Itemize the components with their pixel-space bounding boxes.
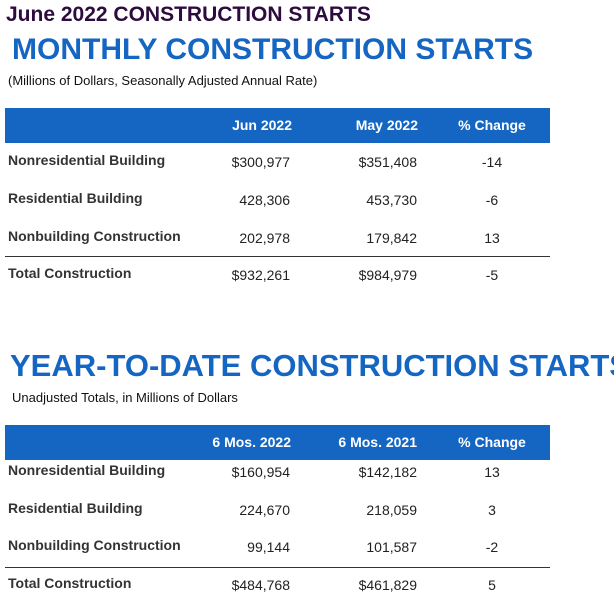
value-cell: 453,730: [366, 192, 417, 208]
value-cell: 101,587: [366, 539, 417, 555]
column-header: 6 Mos. 2022: [212, 434, 291, 450]
table-header-bar: [5, 108, 550, 143]
row-label: Nonresidential Building: [8, 462, 166, 478]
change-cell: -14: [481, 154, 503, 170]
value-cell: $300,977: [231, 154, 290, 170]
section-heading: YEAR-TO-DATE CONSTRUCTION STARTS: [10, 348, 614, 383]
row-label: Residential Building: [8, 190, 143, 206]
value-cell: 428,306: [239, 192, 290, 208]
value-cell: 224,670: [239, 502, 290, 518]
value-cell: $932,261: [231, 267, 290, 283]
total-rule: [5, 256, 550, 257]
value-cell: $160,954: [231, 464, 290, 480]
row-label: Nonbuilding Construction: [8, 537, 181, 553]
table-header-bar: [5, 425, 550, 460]
row-label: Total Construction: [8, 265, 132, 281]
value-cell: $461,829: [358, 577, 417, 593]
value-cell: 179,842: [366, 230, 417, 246]
value-cell: 202,978: [239, 230, 290, 246]
change-cell: -5: [485, 267, 499, 283]
change-cell: 13: [484, 230, 500, 246]
change-cell: 5: [488, 577, 496, 593]
value-cell: $142,182: [358, 464, 417, 480]
column-header: % Change: [458, 117, 526, 133]
section-heading: MONTHLY CONSTRUCTION STARTS: [12, 33, 534, 66]
section-subtitle: (Millions of Dollars, Seasonally Adjuste…: [8, 73, 318, 88]
value-cell: $484,768: [231, 577, 290, 593]
row-label: Residential Building: [8, 500, 143, 516]
value-cell: 99,144: [247, 539, 290, 555]
page-title: June 2022 CONSTRUCTION STARTS: [6, 3, 371, 26]
change-cell: 3: [488, 502, 496, 518]
row-label: Total Construction: [8, 575, 132, 591]
change-cell: 13: [484, 464, 500, 480]
column-header: Jun 2022: [232, 117, 292, 133]
column-header: May 2022: [355, 117, 418, 133]
value-cell: $351,408: [358, 154, 417, 170]
change-cell: -2: [485, 539, 499, 555]
value-cell: $984,979: [358, 267, 417, 283]
row-label: Nonbuilding Construction: [8, 228, 181, 244]
total-rule: [5, 567, 550, 568]
change-cell: -6: [485, 192, 499, 208]
row-label: Nonresidential Building: [8, 152, 166, 168]
section-subtitle: Unadjusted Totals, in Millions of Dollar…: [12, 390, 238, 405]
value-cell: 218,059: [366, 502, 417, 518]
column-header: 6 Mos. 2021: [338, 434, 417, 450]
column-header: % Change: [458, 434, 526, 450]
